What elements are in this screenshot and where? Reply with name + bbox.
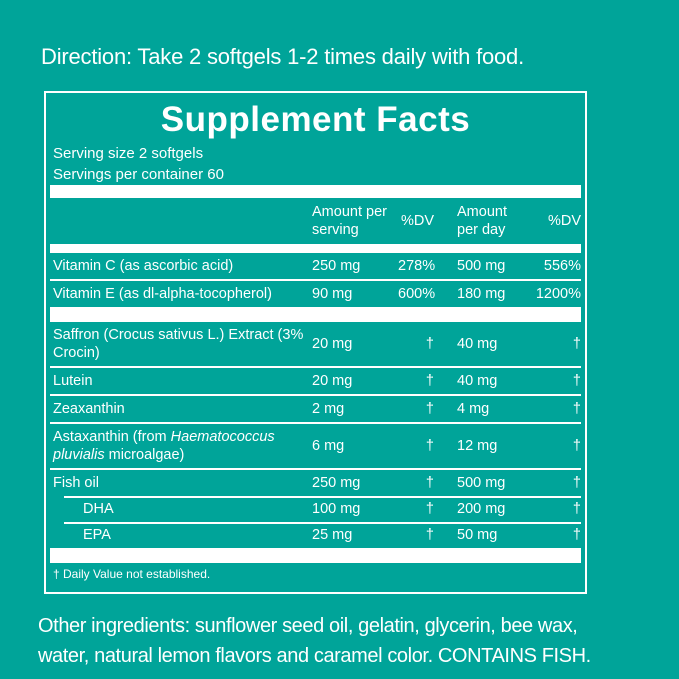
separator-bar-mid [50, 307, 581, 322]
separator-bar-top [50, 185, 581, 198]
dv-day-value: 1200% [535, 286, 581, 302]
column-header-dv-day: %DV [547, 213, 581, 229]
dv-serving-value: † [425, 373, 434, 389]
row-vitamin-c: Vitamin C (as ascorbic acid) 250 mg 278%… [50, 253, 581, 279]
separator-bar-bottom [50, 548, 581, 563]
name-suffix: microalgae) [104, 447, 185, 463]
amount-per-serving-value: 100 mg [312, 501, 361, 517]
header-row: Amount per serving %DV Amount per day %D… [50, 198, 581, 244]
supplement-facts-panel: Supplement Facts Serving size 2 softgels… [44, 91, 587, 594]
amount-per-serving-value: 25 mg [312, 527, 353, 543]
row-astaxanthin: Astaxanthin (from Haematococcus pluviali… [50, 422, 581, 468]
nutrient-name: Vitamin C (as ascorbic acid) [53, 258, 234, 274]
row-lutein: Lutein 20 mg † 40 mg † [50, 366, 581, 394]
nutrient-name: Saffron (Crocus sativus L.) Extract (3% … [53, 327, 304, 361]
nutrient-name: Fish oil [53, 475, 99, 491]
dv-day-value: † [572, 438, 581, 454]
dv-day-value: † [572, 401, 581, 417]
header-spacer [50, 221, 312, 222]
nutrient-name: Lutein [53, 373, 93, 389]
row-vitamin-e: Vitamin E (as dl-alpha-tocopherol) 90 mg… [50, 279, 581, 307]
dv-day-value: † [572, 475, 581, 491]
servings-per-container-text: Servings per container 60 [53, 166, 224, 183]
amount-per-day-value: 200 mg [457, 501, 506, 517]
row-fish-oil: Fish oil 250 mg † 500 mg † [50, 468, 581, 496]
name-species-italic: Haematococcus pluvialis [53, 429, 275, 463]
amount-per-day-value: 50 mg [457, 527, 498, 543]
amount-per-serving-value: 2 mg [312, 401, 345, 417]
amount-per-serving-value: 6 mg [312, 438, 345, 454]
dv-day-value: † [572, 527, 581, 543]
amount-per-day-value: 12 mg [457, 438, 498, 454]
name-prefix: Astaxanthin (from [53, 429, 171, 445]
dv-day-value: † [572, 336, 581, 352]
separator-bar-header [50, 244, 581, 253]
nutrient-name: EPA [83, 527, 111, 543]
row-saffron: Saffron (Crocus sativus L.) Extract (3% … [50, 322, 581, 366]
dv-serving-value: 278% [398, 258, 436, 274]
row-zeaxanthin: Zeaxanthin 2 mg † 4 mg † [50, 394, 581, 422]
amount-per-serving-value: 250 mg [312, 475, 361, 491]
direction-text: Direction: Take 2 softgels 1-2 times dai… [41, 44, 525, 69]
other-ingredients-text: Other ingredients: sunflower seed oil, g… [38, 615, 591, 667]
amount-per-serving-value: 250 mg [312, 258, 361, 274]
amount-per-day-value: 500 mg [457, 258, 506, 274]
amount-per-day-value: 180 mg [457, 286, 506, 302]
dv-day-value: 556% [543, 258, 581, 274]
daily-value-footnote: † Daily Value not established. [53, 567, 211, 581]
column-header-dv-serving: %DV [400, 213, 434, 229]
dv-day-value: † [572, 501, 581, 517]
dv-serving-value: † [425, 401, 434, 417]
amount-per-day-value: 40 mg [457, 373, 498, 389]
dv-serving-value: † [425, 336, 434, 352]
amount-per-day-value: 40 mg [457, 336, 498, 352]
row-epa: EPA 25 mg † 50 mg † [50, 522, 581, 548]
row-dha: DHA 100 mg † 200 mg † [50, 496, 581, 522]
dv-serving-value: † [425, 475, 434, 491]
serving-size-text: Serving size 2 softgels [53, 145, 204, 162]
nutrient-name: Vitamin E (as dl-alpha-tocopherol) [53, 286, 272, 302]
column-header-amount-per-serving: Amount per serving [312, 204, 387, 238]
amount-per-day-value: 4 mg [457, 401, 490, 417]
dv-serving-value: † [425, 501, 434, 517]
dv-serving-value: † [425, 438, 434, 454]
dv-serving-value: † [425, 527, 434, 543]
column-header-amount-per-day: Amount per day [457, 204, 507, 238]
nutrient-name: Astaxanthin (from Haematococcus pluviali… [50, 428, 312, 464]
dv-serving-value: 600% [398, 286, 436, 302]
amount-per-serving-value: 90 mg [312, 286, 353, 302]
amount-per-day-value: 500 mg [457, 475, 506, 491]
nutrient-name: Zeaxanthin [53, 401, 125, 417]
dv-day-value: † [572, 373, 581, 389]
panel-title: Supplement Facts [160, 100, 471, 139]
amount-per-serving-value: 20 mg [312, 336, 353, 352]
nutrient-name: DHA [83, 501, 114, 517]
amount-per-serving-value: 20 mg [312, 373, 353, 389]
